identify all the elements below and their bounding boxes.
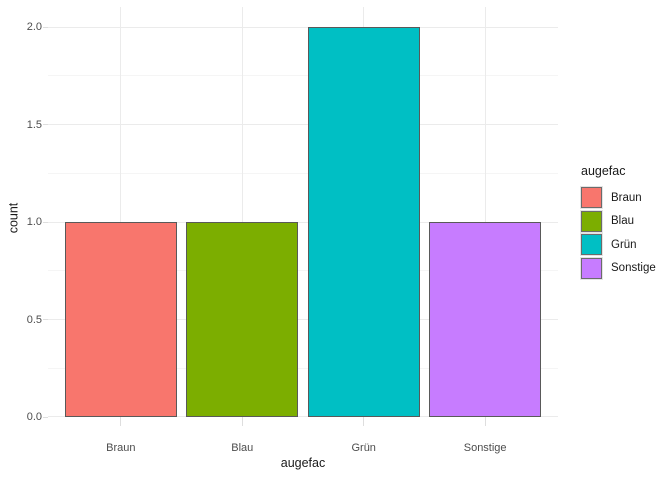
legend-label-grün: Grün bbox=[611, 238, 637, 251]
x-axis-tick bbox=[241, 417, 243, 426]
legend-entries: Braun Blau Grün Sonstige bbox=[580, 186, 656, 280]
legend-label-braun: Braun bbox=[611, 191, 642, 204]
legend-swatch-grün bbox=[580, 233, 603, 256]
legend-label-blau: Blau bbox=[611, 215, 635, 227]
bar-blau bbox=[186, 222, 299, 417]
x-axis-tick bbox=[363, 417, 365, 426]
gridline-horizontal-minor bbox=[48, 270, 558, 272]
y-axis-tick bbox=[43, 221, 48, 223]
gridline-horizontal-major bbox=[48, 416, 558, 417]
y-axis-tick bbox=[43, 124, 48, 125]
x-tick-label-grün: Grün bbox=[351, 442, 376, 454]
x-axis-tick bbox=[120, 417, 122, 426]
gridline-vertical-major bbox=[484, 7, 486, 417]
y-axis-tick bbox=[43, 26, 48, 28]
gridline-horizontal-major bbox=[48, 319, 558, 320]
legend-entry-blau: Blau bbox=[580, 209, 656, 233]
x-tick-label-blau: Blau bbox=[231, 442, 254, 454]
gridline-horizontal-minor bbox=[48, 367, 558, 369]
y-axis-tick bbox=[43, 416, 48, 418]
x-tick-label-braun: Braun bbox=[106, 442, 136, 454]
x-tick-label-sonstige: Sonstige bbox=[463, 442, 507, 454]
y-tick-label-1.5: 1.5 bbox=[26, 118, 42, 131]
x-axis-title: augefac bbox=[280, 456, 326, 470]
gridline-vertical-major bbox=[241, 7, 243, 417]
gridline-horizontal-major bbox=[48, 221, 558, 223]
gridline-horizontal-minor bbox=[48, 75, 558, 77]
legend-swatch-blau bbox=[580, 209, 603, 233]
legend-swatch-braun bbox=[580, 186, 603, 209]
legend-entry-sonstige: Sonstige bbox=[580, 256, 656, 280]
bar-sonstige bbox=[429, 222, 542, 417]
legend-entry-braun: Braun bbox=[580, 186, 656, 209]
y-tick-label-0.5: 0.5 bbox=[26, 313, 42, 326]
gridline-horizontal-minor bbox=[48, 172, 558, 174]
legend: augefac Braun Blau Grün Sonstige bbox=[580, 164, 656, 281]
gridline-horizontal-major bbox=[48, 124, 558, 125]
y-axis-tick bbox=[43, 319, 48, 320]
x-axis-tick bbox=[484, 417, 486, 426]
plot-panel bbox=[48, 7, 558, 417]
gridline-vertical-major bbox=[120, 7, 122, 417]
legend-swatch-sonstige bbox=[580, 256, 603, 280]
legend-label-sonstige: Sonstige bbox=[611, 262, 656, 274]
y-tick-label-2.0: 2.0 bbox=[26, 21, 42, 33]
legend-entry-grün: Grün bbox=[580, 233, 656, 256]
bar-braun bbox=[64, 222, 177, 417]
y-tick-label-1.0: 1.0 bbox=[26, 216, 42, 228]
legend-title: augefac bbox=[581, 164, 626, 178]
y-tick-label-0.0: 0.0 bbox=[26, 411, 42, 423]
bar-grün bbox=[307, 27, 420, 417]
gridline-horizontal-major bbox=[48, 26, 558, 28]
